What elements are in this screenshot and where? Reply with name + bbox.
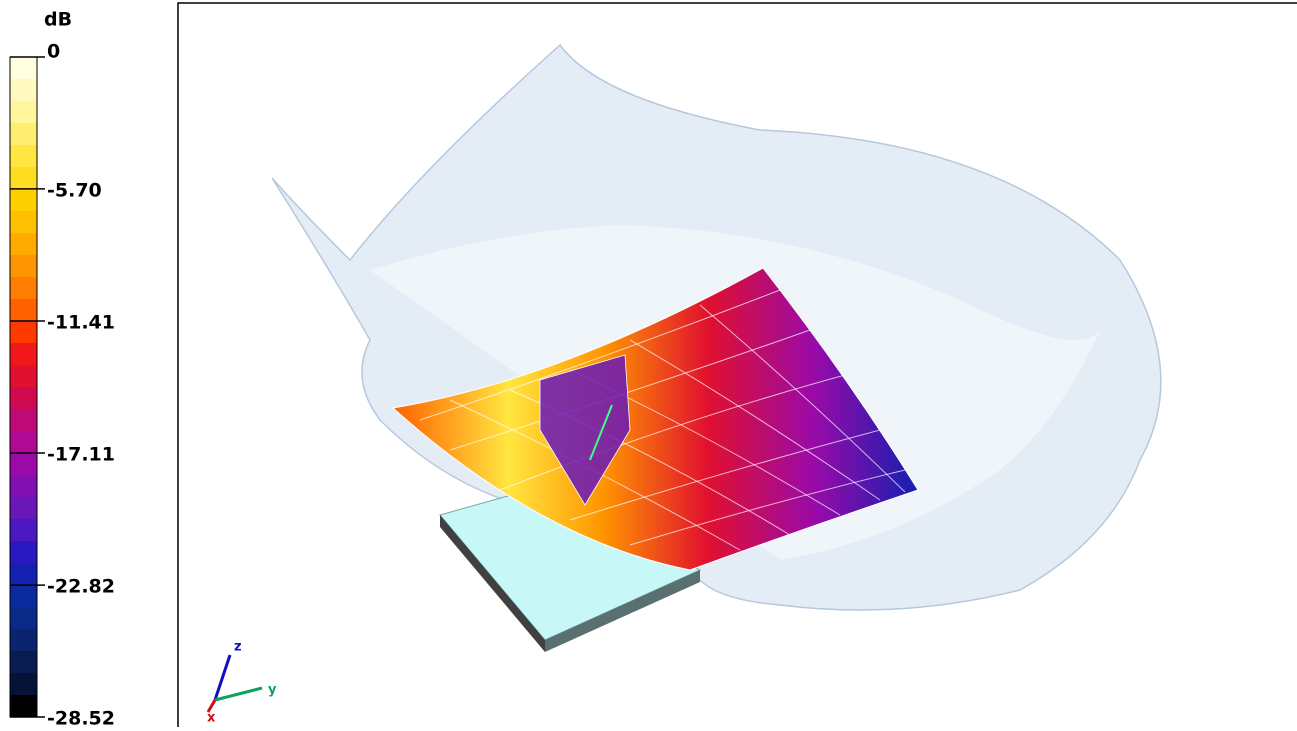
sar-surface <box>391 267 919 571</box>
colorbar-tick-label: -5.70 <box>47 179 102 201</box>
axis-x-label: x <box>207 711 216 726</box>
axis-z-label: z <box>234 640 242 655</box>
colorbar-band <box>10 189 37 212</box>
colorbar-tick-label: -11.41 <box>47 312 115 334</box>
probe-axis <box>589 404 613 461</box>
colorbar-band <box>10 365 37 388</box>
colorbar-band <box>10 123 37 146</box>
axis-y <box>214 686 263 702</box>
colorbar-band <box>10 585 37 608</box>
colorbar-band <box>10 299 37 322</box>
colorbar-band <box>10 563 37 586</box>
colorbar-band <box>10 167 37 190</box>
probe-volume <box>539 354 631 506</box>
colorbar-band <box>10 145 37 168</box>
colorbar-unit: dB <box>44 9 72 31</box>
colorbar-tick-label: 0 <box>47 41 60 63</box>
colorbar-band <box>10 277 37 300</box>
colorbar-band <box>10 431 37 454</box>
colorbar-band <box>10 409 37 432</box>
axis-z <box>213 654 232 701</box>
colorbar-band <box>10 343 37 366</box>
colorbar-band <box>10 497 37 520</box>
colorbar-band <box>10 57 37 80</box>
colorbar-band <box>10 541 37 564</box>
colorbar-tick-label: -17.11 <box>47 443 115 465</box>
colorbar-band <box>10 519 37 542</box>
colorbar-band <box>10 607 37 630</box>
device-front <box>545 570 700 652</box>
colorbar-band <box>10 101 37 124</box>
axis-y-label: y <box>268 683 277 698</box>
colorbar-tick-label: -28.52 <box>47 708 115 728</box>
colorbar-band <box>10 673 37 696</box>
colorbar-band <box>10 475 37 498</box>
colorbar-band <box>10 629 37 652</box>
axis-triad: z y x <box>206 640 277 726</box>
colorbar-band <box>10 211 37 234</box>
device-side <box>440 515 545 652</box>
viewport: z y x <box>177 2 1297 731</box>
colorbar: dB 0 -5.70 -11.41 -17.11 -22.82 -28.52 <box>9 9 115 730</box>
axis-x <box>206 699 217 713</box>
colorbar-tick-label: -22.82 <box>47 576 115 598</box>
colorbar-band <box>10 387 37 410</box>
colorbar-band <box>10 79 37 102</box>
colorbar-band <box>10 255 37 278</box>
colorbar-band <box>10 453 37 476</box>
colorbar-band <box>10 695 37 718</box>
colorbar-band <box>10 651 37 674</box>
colorbar-band <box>10 321 37 344</box>
colorbar-band <box>10 233 37 256</box>
